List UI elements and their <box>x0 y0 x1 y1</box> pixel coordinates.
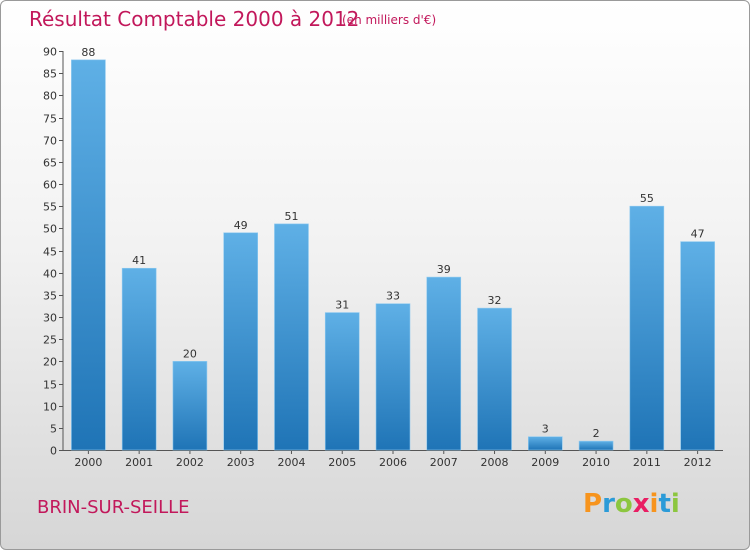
bar-value-label: 32 <box>488 294 502 307</box>
bar-value-label: 33 <box>386 290 400 303</box>
bar-value-label: 3 <box>542 423 549 436</box>
x-tick-label: 2012 <box>684 456 712 469</box>
bar <box>578 440 614 451</box>
bar-value-label: 41 <box>132 254 146 267</box>
bar <box>223 232 258 451</box>
proxiti-logo[interactable]: Proxiti <box>583 489 680 519</box>
x-tick-label: 2005 <box>328 456 356 469</box>
bar-value-label: 20 <box>183 347 197 360</box>
y-tick-label: 10 <box>43 401 57 414</box>
bar-value-label: 31 <box>335 299 349 312</box>
y-tick-label: 30 <box>43 312 57 325</box>
bar-value-label: 47 <box>691 228 705 241</box>
y-tick-label: 5 <box>50 423 57 436</box>
y-tick-label: 20 <box>43 356 57 369</box>
logo-letter: P <box>583 489 603 519</box>
bar <box>375 303 411 451</box>
x-tick-label: 2003 <box>227 456 255 469</box>
y-tick-label: 45 <box>43 246 57 259</box>
y-tick-label: 70 <box>43 135 57 148</box>
x-tick-label: 2011 <box>633 456 661 469</box>
y-tick-label: 35 <box>43 290 57 303</box>
x-tick-label: 2000 <box>74 456 102 469</box>
bar-value-label: 39 <box>437 263 451 276</box>
bar <box>274 223 309 451</box>
y-tick-label: 50 <box>43 223 57 236</box>
y-tick-label: 55 <box>43 201 57 214</box>
x-tick-label: 2007 <box>430 456 458 469</box>
bar <box>629 205 665 451</box>
bar <box>121 267 157 451</box>
y-tick-label: 90 <box>43 46 57 59</box>
logo-letter: t <box>658 489 671 519</box>
x-tick-label: 2001 <box>125 456 153 469</box>
x-tick-label: 2009 <box>531 456 559 469</box>
bar <box>477 307 512 451</box>
y-tick-label: 25 <box>43 334 57 347</box>
bar-value-label: 88 <box>81 46 95 59</box>
x-tick-label: 2002 <box>176 456 204 469</box>
chart-axes: 0 5 10 15 20 25 30 35 40 45 50 55 60 65 70 75 80 85 90 2000… <box>43 46 723 469</box>
bar <box>680 241 715 451</box>
chart-title: Résultat Comptable 2000 à 2012 <box>29 7 360 31</box>
y-tick-label: 80 <box>43 90 57 103</box>
logo-letter: x <box>632 489 650 519</box>
x-tick-label: 2010 <box>582 456 610 469</box>
bar-value-label: 55 <box>640 192 654 205</box>
logo-letter: o <box>614 489 633 519</box>
x-tick-label: 2008 <box>481 456 509 469</box>
y-tick-label: 75 <box>43 113 57 126</box>
x-tick-label: 2006 <box>379 456 407 469</box>
y-tick-label: 60 <box>43 179 57 192</box>
chart-subtitle: (en milliers d'€) <box>342 13 437 27</box>
town-name: BRIN-SUR-SEILLE <box>37 497 190 518</box>
bar-value-label: 51 <box>284 210 298 223</box>
logo-letter: i <box>649 489 659 519</box>
y-tick-label: 15 <box>43 379 57 392</box>
x-tick-label: 2004 <box>277 456 305 469</box>
bar <box>324 312 360 451</box>
logo-letter: i <box>670 489 680 519</box>
y-tick-label: 85 <box>43 68 57 81</box>
bar-value-label: 49 <box>234 219 248 232</box>
bar <box>71 59 106 451</box>
bar <box>528 436 563 451</box>
bar <box>172 361 208 451</box>
y-tick-label: 40 <box>43 268 57 281</box>
y-tick-label: 0 <box>50 445 57 458</box>
logo-letter: r <box>602 489 615 519</box>
y-tick-label: 65 <box>43 157 57 170</box>
bar <box>426 276 462 451</box>
bar-value-label: 2 <box>593 427 600 440</box>
